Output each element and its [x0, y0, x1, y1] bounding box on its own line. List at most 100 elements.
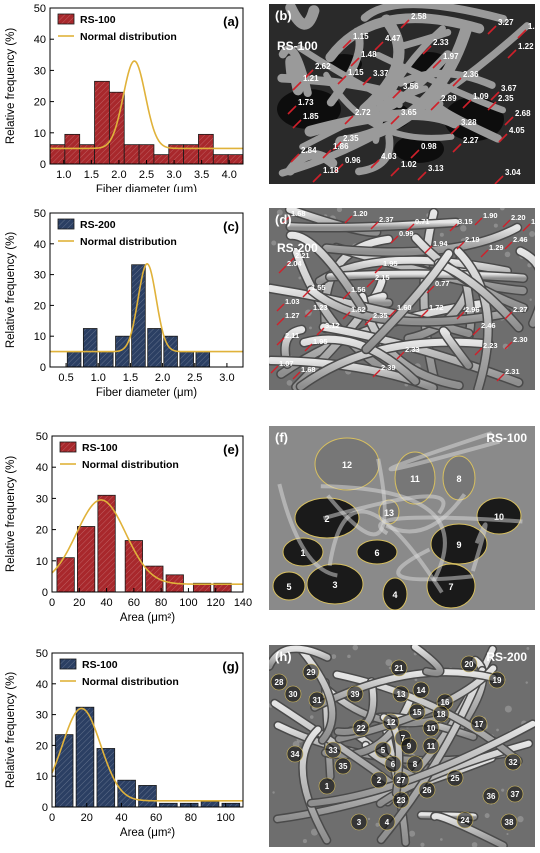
region-number: 33	[329, 746, 338, 755]
x-tick-label: 20	[73, 597, 85, 609]
legend-label-curve: Normal distribution	[82, 459, 179, 471]
pore-region	[412, 681, 430, 699]
pore-region	[456, 811, 474, 829]
region-number: 6	[391, 760, 396, 769]
x-tick-label: 2.0	[155, 372, 170, 384]
region-number: 20	[465, 660, 474, 669]
measurement-marker	[504, 241, 513, 250]
y-tick-label: 20	[34, 300, 46, 312]
measurement-label: 2.96	[465, 305, 480, 314]
panel-label: (d)	[275, 212, 292, 227]
measurement-marker	[517, 29, 527, 39]
measurement-marker	[487, 101, 497, 111]
fiber	[388, 431, 501, 472]
region-number: 17	[475, 720, 484, 729]
sem-particle	[526, 647, 530, 650]
measurement-marker	[432, 59, 442, 69]
measurement-marker	[456, 311, 465, 320]
x-axis-label: Fiber diameter (μm)	[96, 184, 197, 192]
y-axis-label: Relative frequency (%)	[5, 28, 17, 144]
fiber	[355, 133, 394, 176]
histogram-bar	[159, 802, 178, 808]
fiber	[285, 55, 304, 96]
pore-region	[324, 741, 342, 759]
measurement-label: 1.02	[401, 160, 417, 169]
measurement-marker	[474, 217, 483, 226]
region-number: 18	[437, 710, 446, 719]
pore-region	[476, 497, 522, 535]
y-tick-label: 40	[36, 679, 48, 691]
measurement-marker	[302, 289, 311, 298]
pore	[277, 89, 341, 129]
histogram-bar	[179, 802, 199, 808]
sem-particle	[517, 815, 524, 823]
sample-label: RS-200	[277, 241, 318, 255]
measurement-marker	[449, 223, 458, 232]
measurement-label: 2.31	[505, 367, 520, 376]
x-tick-label: 120	[207, 597, 225, 609]
x-tick-label: 3.5	[194, 169, 209, 181]
normal-distribution-curve	[50, 60, 243, 150]
fiber	[359, 14, 405, 116]
histogram-a: 0 10 20 30 40 50 1.0 1.5 2.0 2.5 3.0 3.5 4.0 Fiber di…	[0, 0, 260, 192]
region-number: 24	[461, 816, 470, 825]
fiber	[293, 248, 394, 377]
measurement-marker	[487, 25, 497, 35]
region-number: 11	[410, 474, 420, 484]
measurement-label: 1.03	[285, 297, 300, 306]
measurement-label: 2.62	[315, 62, 331, 71]
fiber	[516, 247, 535, 327]
histogram-c: 0 10 20 30 40 50 0.5 1.0 1.5 2.0 2.5 3.0 Fiber diame…	[0, 205, 260, 405]
measurement-label: 2.68	[515, 109, 531, 118]
histogram-bar	[82, 328, 98, 368]
legend-swatch-bars	[59, 441, 77, 453]
sem-particle	[385, 659, 393, 666]
measurement-marker	[316, 327, 325, 336]
measurement-marker	[462, 99, 472, 109]
measurement-label: 2.11	[285, 331, 299, 340]
region-number: 4	[385, 818, 390, 827]
sem-particle	[347, 654, 351, 659]
region-number: 1	[325, 782, 330, 791]
measurement-marker	[452, 77, 462, 87]
histogram-bar	[179, 351, 194, 368]
fiber	[322, 494, 446, 521]
y-tick-label: 0	[40, 362, 46, 374]
x-tick-label: 40	[115, 812, 127, 824]
region-number: 11	[427, 742, 436, 751]
measurement-label: 2.20	[511, 213, 526, 222]
pore-region	[446, 769, 464, 787]
region-number: 10	[427, 724, 436, 733]
region-number: 5	[381, 746, 386, 755]
fiber	[320, 484, 447, 583]
sem-particle	[388, 666, 392, 670]
x-tick-label: 0.5	[58, 372, 73, 384]
y-tick-label: 50	[34, 208, 46, 220]
sample-label: RS-200	[486, 650, 527, 664]
measurement-label: 1.15	[353, 32, 369, 41]
y-tick-label: 30	[36, 710, 48, 722]
x-tick-label: 1.0	[56, 169, 71, 181]
fiber	[277, 483, 338, 578]
measurement-marker	[292, 81, 302, 91]
y-tick-label: 10	[36, 771, 48, 783]
panel-label: (e)	[223, 442, 239, 457]
measurement-label: 3.15	[458, 217, 473, 226]
region-number: 13	[397, 690, 406, 699]
pore-region	[352, 719, 370, 737]
normal-distribution-curve	[51, 499, 243, 585]
measurement-label: 1.72	[429, 303, 444, 312]
pore-region	[392, 771, 410, 789]
measurement-label: 1.23	[313, 303, 328, 312]
measurement-marker	[452, 143, 462, 153]
region-number: 39	[351, 690, 360, 699]
measurement-label: 2.72	[355, 108, 371, 117]
region-number: 7	[448, 582, 453, 592]
region-number: 12	[342, 460, 352, 470]
sem-image-d: 1.68 1.20 2.37 0.71 3.15 1.90 2.20 1.83 0.99 1.94…	[269, 208, 535, 390]
sem-particle	[367, 817, 371, 821]
y-tick-label: 30	[34, 65, 46, 77]
measurement-marker	[344, 215, 353, 224]
legend-swatch-bars	[57, 218, 75, 230]
histogram-bar	[221, 802, 241, 808]
